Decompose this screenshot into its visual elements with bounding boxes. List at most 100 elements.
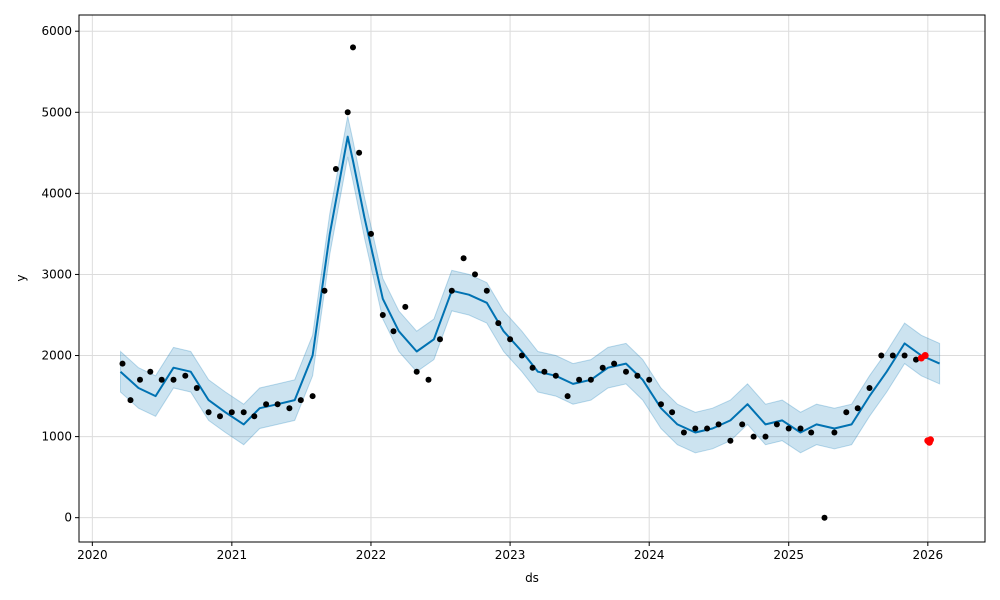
y-tick-label: 4000: [41, 186, 72, 200]
highlight-point: [927, 436, 934, 444]
y-tick-label: 3000: [41, 267, 72, 281]
observed-point: [611, 360, 618, 367]
observed-point: [170, 376, 177, 383]
x-tick-label: 2025: [773, 548, 804, 562]
observed-point: [854, 405, 861, 412]
observed-point: [634, 372, 641, 379]
observed-point: [599, 364, 606, 371]
observed-point: [623, 368, 629, 375]
observed-point: [147, 368, 154, 375]
x-tick-label: 2021: [217, 548, 248, 562]
observed-point: [739, 421, 746, 428]
observed-point: [205, 409, 212, 416]
highlight-points: [917, 352, 934, 446]
observed-point: [646, 376, 653, 383]
observed-point: [692, 425, 699, 432]
observed-point: [263, 401, 270, 408]
observed-point: [762, 433, 769, 440]
y-tick-label: 5000: [41, 105, 72, 119]
observed-point: [437, 336, 443, 343]
uncertainty-band: [120, 116, 941, 454]
observed-point: [495, 320, 502, 327]
observed-point: [127, 397, 134, 404]
observed-point: [274, 401, 281, 408]
observed-point: [773, 421, 780, 428]
observed-point: [808, 429, 815, 436]
observed-point: [658, 401, 664, 408]
observed-point: [356, 149, 363, 156]
observed-point: [901, 352, 908, 359]
forecast-line-layer: [119, 135, 941, 434]
y-tick-label: 6000: [41, 24, 72, 38]
observed-point: [368, 230, 374, 237]
forecast-line: [119, 135, 941, 434]
observed-point: [715, 421, 722, 428]
observed-point: [350, 44, 356, 51]
observed-point: [785, 425, 792, 432]
observed-point: [878, 352, 885, 359]
y-tick-label: 2000: [41, 349, 72, 363]
y-tick-label: 1000: [41, 430, 72, 444]
observed-point: [507, 336, 514, 343]
y-tick-label: 0: [64, 511, 72, 525]
observed-point: [297, 397, 304, 404]
observed-point: [193, 385, 200, 391]
observed-point: [587, 376, 594, 383]
observed-point: [228, 409, 235, 416]
observed-point: [332, 166, 339, 172]
observed-point: [750, 433, 757, 440]
observed-point: [390, 328, 397, 335]
observed-point: [843, 409, 850, 416]
observed-point: [472, 271, 478, 278]
observed-point: [321, 287, 328, 294]
observed-point: [217, 413, 223, 420]
x-tick-label: 2026: [913, 548, 944, 562]
observed-point: [379, 312, 386, 318]
observed-point: [286, 405, 293, 412]
observed-point: [448, 287, 455, 294]
observed-point: [669, 409, 676, 416]
observed-point: [541, 368, 548, 375]
observed-point: [251, 413, 258, 420]
observed-point: [309, 393, 316, 400]
x-tick-label: 2022: [356, 548, 387, 562]
observed-point: [413, 368, 420, 375]
observed-point: [158, 376, 165, 383]
highlight-point: [921, 352, 929, 359]
observed-point: [119, 360, 126, 367]
observed-point: [552, 372, 559, 379]
plot-frame: [78, 14, 986, 543]
observed-point: [913, 356, 919, 363]
observed-point: [727, 437, 734, 444]
observed-point: [576, 376, 583, 383]
observed-point: [425, 376, 432, 383]
observed-point: [483, 287, 490, 294]
observed-point: [680, 429, 687, 436]
x-tick-label: 2023: [495, 548, 526, 562]
observed-point: [137, 376, 143, 383]
y-axis-label: y: [14, 274, 28, 281]
axis-ticks: 2020 2021 2022 2023 2024 2025 2026 0 1000 2000 300…: [41, 24, 943, 562]
observed-point: [344, 109, 351, 116]
observed-point: [460, 255, 467, 262]
observed-point: [182, 372, 189, 379]
gridlines: [79, 15, 985, 542]
observed-point: [240, 409, 247, 416]
x-tick-label: 2020: [77, 548, 108, 562]
observed-point: [889, 352, 896, 359]
observed-point: [821, 514, 828, 521]
observed-point: [866, 385, 873, 391]
observed-point: [518, 352, 525, 359]
observed-point: [529, 364, 536, 371]
uncertainty-interval: [120, 116, 941, 454]
observed-point: [402, 303, 409, 310]
observed-point: [831, 429, 838, 436]
observed-point: [564, 393, 571, 400]
observed-point: [797, 425, 804, 432]
x-tick-label: 2024: [634, 548, 665, 562]
observed-point: [704, 425, 711, 432]
observed-points: [119, 44, 919, 521]
x-axis-label: ds: [525, 571, 539, 585]
